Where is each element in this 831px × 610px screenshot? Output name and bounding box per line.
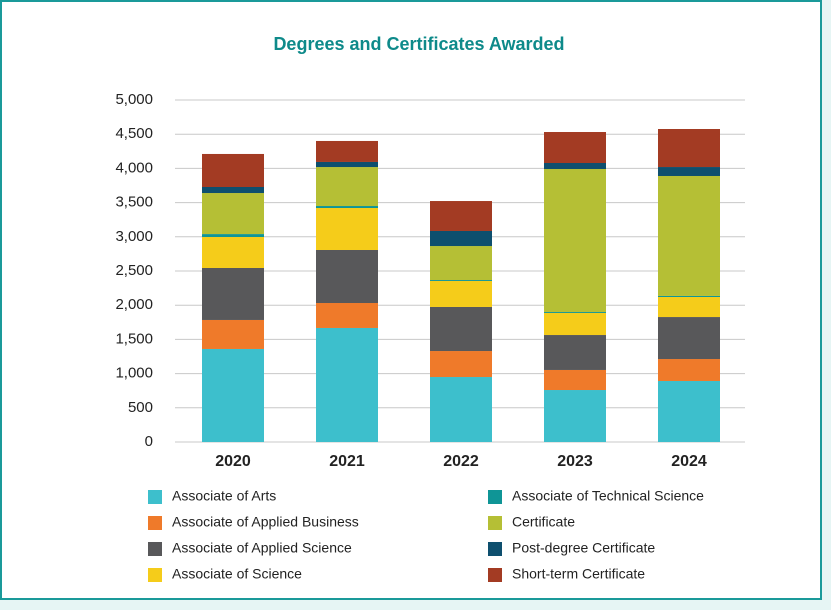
bar-segment bbox=[544, 312, 606, 313]
y-tick-label: 500 bbox=[128, 399, 153, 416]
bar-segment bbox=[544, 169, 606, 313]
bar-segment bbox=[430, 351, 492, 378]
chart-title: Degrees and Certificates Awarded bbox=[273, 34, 564, 54]
bar-segment bbox=[202, 234, 264, 238]
y-tick-label: 2,500 bbox=[115, 262, 153, 279]
bar-segment bbox=[202, 319, 264, 349]
bar-segment bbox=[202, 193, 264, 235]
x-tick-label: 2024 bbox=[671, 453, 707, 470]
bar-segment bbox=[658, 380, 720, 442]
bar-segment bbox=[658, 359, 720, 381]
y-tick-label: 0 bbox=[145, 433, 153, 450]
bar-segment bbox=[202, 237, 264, 268]
legend-label: Associate of Science bbox=[172, 566, 302, 582]
y-tick-label: 2,000 bbox=[115, 296, 153, 313]
bar-segment bbox=[316, 327, 378, 442]
bar-segment bbox=[316, 303, 378, 328]
legend-swatch bbox=[148, 490, 162, 504]
bar-segment bbox=[316, 250, 378, 304]
legend-label: Certificate bbox=[512, 514, 575, 530]
bar-segment bbox=[430, 280, 492, 307]
bar-segment bbox=[316, 206, 378, 209]
legend-swatch bbox=[148, 516, 162, 530]
legend-label: Post-degree Certificate bbox=[512, 540, 655, 556]
legend-swatch bbox=[488, 516, 502, 530]
legend-swatch bbox=[488, 542, 502, 556]
bar-segment bbox=[544, 369, 606, 391]
y-tick-label: 1,500 bbox=[115, 330, 153, 347]
y-tick-label: 5,000 bbox=[115, 91, 153, 108]
x-tick-label: 2021 bbox=[329, 453, 365, 470]
y-tick-label: 4,500 bbox=[115, 125, 153, 142]
bar-segment bbox=[544, 335, 606, 370]
bar-segment bbox=[430, 201, 492, 231]
bar-segment bbox=[658, 129, 720, 168]
legend-swatch bbox=[488, 490, 502, 504]
bar-segment bbox=[316, 167, 378, 207]
bar-segment bbox=[658, 175, 720, 296]
bar-segment bbox=[316, 208, 378, 251]
y-tick-label: 1,000 bbox=[115, 365, 153, 382]
legend-swatch bbox=[148, 542, 162, 556]
bar-segment bbox=[430, 377, 492, 442]
bar-segment bbox=[430, 306, 492, 352]
legend-label: Short-term Certificate bbox=[512, 566, 645, 582]
bar-segment bbox=[430, 246, 492, 281]
y-tick-label: 4,000 bbox=[115, 159, 153, 176]
legend-label: Associate of Technical Science bbox=[512, 488, 704, 504]
bar-segment bbox=[658, 296, 720, 318]
bar-segment bbox=[430, 230, 492, 247]
bar-segment bbox=[316, 140, 378, 162]
bar-segment bbox=[202, 153, 264, 188]
legend-swatch bbox=[148, 568, 162, 582]
bar-segment bbox=[202, 267, 264, 320]
legend-swatch bbox=[488, 568, 502, 582]
bar-segment bbox=[202, 187, 264, 194]
x-tick-label: 2022 bbox=[443, 453, 479, 470]
y-tick-label: 3,000 bbox=[115, 228, 153, 245]
bar-segment bbox=[202, 348, 264, 442]
bar-segment bbox=[658, 295, 720, 297]
bar-segment bbox=[544, 312, 606, 336]
legend-label: Associate of Arts bbox=[172, 488, 276, 504]
bar-segment bbox=[544, 162, 606, 170]
bar-segment bbox=[544, 132, 606, 163]
bar-segment bbox=[658, 167, 720, 176]
legend-label: Associate of Applied Science bbox=[172, 540, 352, 556]
bar-segment bbox=[316, 161, 378, 168]
x-tick-label: 2023 bbox=[557, 453, 593, 470]
bar-segment bbox=[658, 317, 720, 360]
bar-segment bbox=[544, 390, 606, 442]
legend-label: Associate of Applied Business bbox=[172, 514, 359, 530]
y-tick-label: 3,500 bbox=[115, 194, 153, 211]
x-tick-label: 2020 bbox=[215, 453, 251, 470]
bar-segment bbox=[430, 280, 492, 281]
